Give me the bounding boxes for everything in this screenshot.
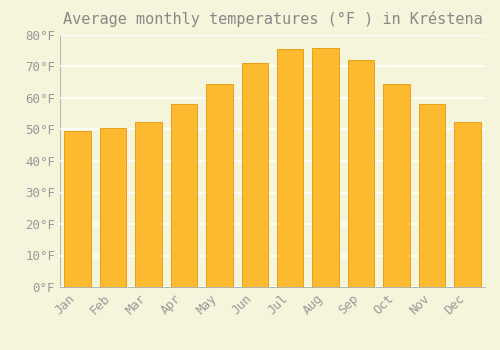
Bar xyxy=(348,60,374,287)
Bar xyxy=(170,104,197,287)
Bar xyxy=(100,128,126,287)
Bar xyxy=(242,63,268,287)
Bar xyxy=(312,48,339,287)
Bar xyxy=(418,104,445,287)
Bar xyxy=(454,121,480,287)
Bar xyxy=(383,84,409,287)
Bar xyxy=(277,49,303,287)
Title: Average monthly temperatures (°F ) in Kréstena: Average monthly temperatures (°F ) in Kr… xyxy=(62,11,482,27)
Bar xyxy=(64,131,91,287)
Bar xyxy=(136,121,162,287)
Bar xyxy=(206,84,233,287)
